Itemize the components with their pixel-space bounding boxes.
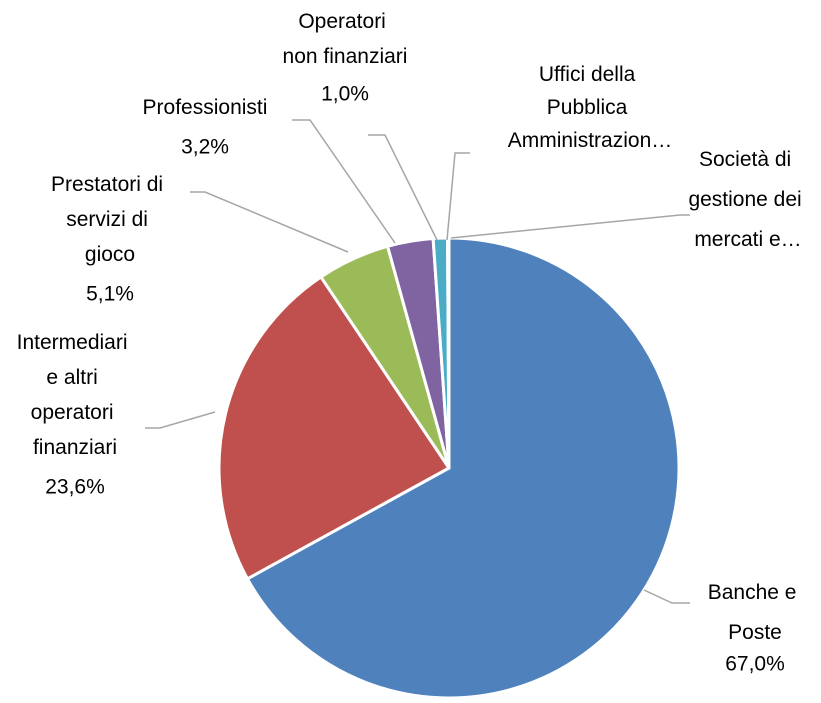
value-label: 5,1% (86, 283, 134, 306)
label-line: Pubblica (547, 96, 633, 119)
label-line: Uffici della (539, 63, 641, 86)
label-line: mercati e… (694, 228, 801, 251)
label-line: operatori (31, 401, 120, 424)
label-line: Amministrazion… (508, 129, 673, 152)
label-line: Operatori (298, 10, 391, 33)
label-line: Prestatori di (51, 173, 169, 196)
value-label: 1,0% (321, 83, 369, 106)
label-line: Poste (728, 621, 782, 644)
slice-label: Banche e Poste (708, 581, 803, 644)
leader-line (446, 152, 470, 241)
label-line: Professionisti (143, 96, 268, 119)
label-line: Società di (699, 148, 797, 171)
leader-line (145, 411, 216, 429)
slice-label: Intermediari e altri operatori finanziar… (17, 331, 134, 459)
slice-label: Uffici della Pubblica Amministrazion… (508, 63, 673, 152)
label-line: Banche e (708, 581, 803, 604)
label-line: Intermediari (17, 331, 134, 354)
pie-slice (245, 236, 681, 700)
label-line: e altri (46, 366, 103, 389)
value-label: 3,2% (181, 136, 229, 159)
value-label: 23,6% (45, 476, 105, 499)
label-line: gestione dei (688, 188, 807, 211)
slice-label: Prestatori di servizi di gioco (51, 173, 169, 266)
slice-label: Operatori non finanziari (283, 10, 408, 68)
label-line: non finanziari (283, 45, 408, 68)
leader-line (643, 589, 690, 604)
slice-label: Professionisti (143, 96, 268, 119)
slice-label: Società di gestione dei mercati e… (688, 148, 807, 251)
leader-line (292, 119, 396, 244)
label-line: finanziari (33, 436, 117, 459)
label-line: servizi di (66, 208, 154, 231)
label-line: gioco (85, 243, 135, 266)
leader-line (190, 191, 349, 253)
pie-slice (217, 275, 451, 581)
leader-line (368, 134, 438, 241)
value-label: 67,0% (725, 653, 785, 676)
leader-line (450, 214, 690, 239)
